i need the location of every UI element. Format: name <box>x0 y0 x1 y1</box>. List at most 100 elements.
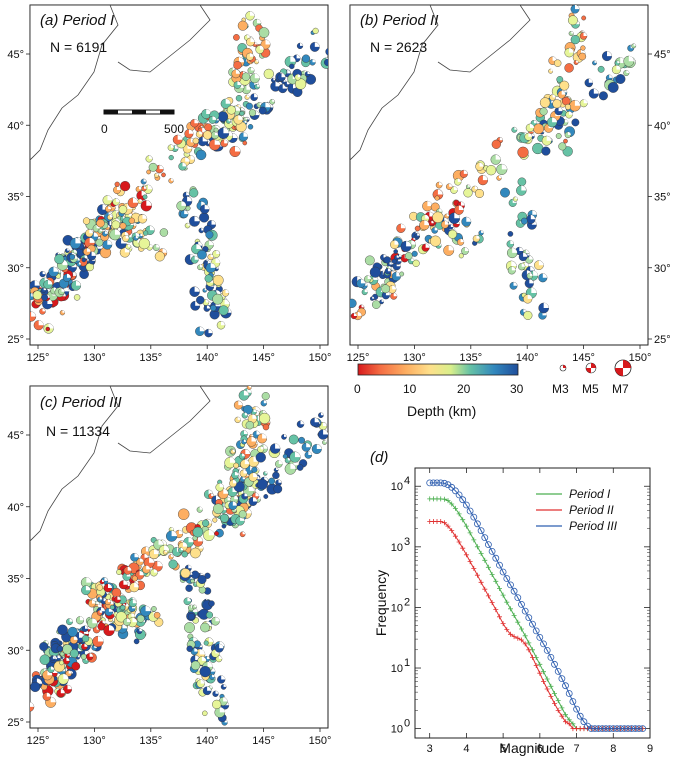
data-point <box>587 725 595 732</box>
beachball-quadrant <box>109 625 115 631</box>
beachball-quadrant <box>235 69 241 74</box>
lon-tick-label: 125° <box>27 352 50 364</box>
beachball-quadrant <box>135 232 140 237</box>
beachball-quadrant <box>583 99 588 104</box>
beachball-quadrant <box>250 37 255 42</box>
beachball-quadrant <box>210 254 214 257</box>
data-point <box>526 647 532 653</box>
beachball-quadrant <box>208 489 213 495</box>
beachball-quadrant <box>444 220 449 225</box>
beachball-icon <box>570 34 580 45</box>
beachball-icon <box>520 217 528 225</box>
beachball-quadrant <box>53 266 59 272</box>
beachball-quadrant <box>552 94 556 98</box>
data-point <box>565 690 573 697</box>
beachball-quadrant <box>131 613 135 617</box>
beachball-quadrant <box>320 412 324 416</box>
beachball-quadrant <box>574 100 581 106</box>
beachball-quadrant <box>463 170 468 174</box>
beachball-quadrant <box>194 648 198 652</box>
data-point <box>466 507 474 515</box>
beachball-quadrant <box>48 280 53 285</box>
beachball-quadrant <box>254 42 258 45</box>
beachball-icon <box>298 436 305 444</box>
data-point <box>456 539 462 545</box>
data-point <box>566 721 572 727</box>
legend-label: Period I <box>569 487 611 501</box>
coastline-continent <box>350 5 439 161</box>
beachball-quadrant <box>388 266 392 269</box>
beachball-quadrant <box>550 68 553 72</box>
beachball-quadrant <box>399 254 402 257</box>
beachball-icon <box>190 578 195 584</box>
beachball-icon <box>226 105 236 115</box>
beachball-icon <box>187 613 195 621</box>
x-tick-label: 4 <box>463 743 469 755</box>
beachball-quadrant <box>628 55 635 62</box>
y-tick-label: 10 <box>391 481 403 493</box>
beachball-quadrant <box>223 127 229 134</box>
beachball-icon <box>597 65 605 73</box>
data-point <box>445 498 451 504</box>
beachball-quadrant <box>125 231 129 236</box>
beachball-quadrant <box>100 228 103 232</box>
magnitude-label: M5 <box>582 382 599 396</box>
lon-tick-label: 130° <box>403 352 426 364</box>
data-point <box>463 523 469 529</box>
beachball-icon <box>185 205 191 211</box>
beachball-quadrant <box>149 155 153 159</box>
data-point <box>467 530 473 536</box>
beachball-quadrant <box>175 145 179 149</box>
beachball-icon <box>288 434 299 445</box>
beachball-quadrant <box>389 262 392 265</box>
beachball-quadrant <box>576 60 579 63</box>
beachball-icon <box>371 300 381 309</box>
beachball-quadrant <box>72 271 77 276</box>
beachball-quadrant <box>263 444 268 449</box>
beachball-quadrant <box>142 214 147 219</box>
beachball-quadrant <box>571 31 574 34</box>
earthquake-cluster <box>30 386 328 726</box>
beachball-icon <box>350 298 357 308</box>
beachball-quadrant <box>139 199 143 202</box>
beachball-icon <box>73 294 81 301</box>
data-point <box>441 496 447 502</box>
beachball-icon <box>185 584 193 592</box>
beachball-quadrant <box>255 406 261 412</box>
x-tick-label: 8 <box>610 743 616 755</box>
beachball-quadrant <box>361 304 364 308</box>
beachball-icon <box>168 155 174 161</box>
lon-tick-label: 140° <box>196 352 219 364</box>
beachball-icon <box>119 181 131 192</box>
beachball-icon <box>325 47 328 56</box>
beachball-quadrant <box>159 165 164 170</box>
beachball-quadrant <box>110 214 113 218</box>
beachball-icon <box>539 107 548 116</box>
beachball-quadrant <box>531 287 537 293</box>
beachball-quadrant <box>252 414 257 419</box>
beachball-quadrant <box>254 73 260 79</box>
beachball-quadrant <box>104 231 108 234</box>
beachball-quadrant <box>523 252 528 257</box>
beachball-quadrant <box>218 655 222 659</box>
beachball-icon <box>212 293 224 305</box>
beachball-quadrant <box>208 329 213 334</box>
beachball-quadrant <box>132 599 137 604</box>
beachball-quadrant <box>265 102 271 108</box>
beachball-quadrant <box>538 260 544 266</box>
beachball-quadrant <box>225 289 229 293</box>
beachball-quadrant <box>67 248 70 251</box>
beachball-icon <box>190 547 201 559</box>
beachball-quadrant <box>529 273 533 276</box>
series-period-iii <box>426 479 647 732</box>
beachball-quadrant <box>138 186 143 190</box>
data-point <box>470 513 478 521</box>
beachball-quadrant <box>80 616 84 621</box>
beachball-icon <box>212 517 218 523</box>
beachball-quadrant <box>125 235 129 239</box>
beachball-icon <box>581 15 587 21</box>
beachball-quadrant <box>196 244 202 249</box>
lat-tick-label: 30° <box>7 645 24 657</box>
beachball-quadrant <box>468 184 471 187</box>
beachball-quadrant <box>439 208 443 212</box>
